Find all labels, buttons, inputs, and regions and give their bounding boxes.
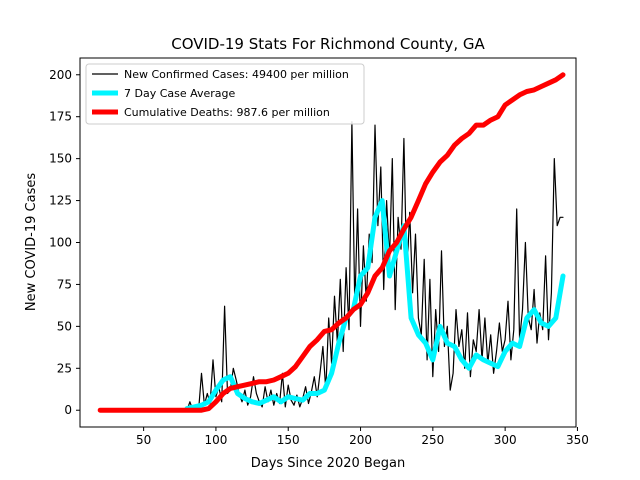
y-tick-label: 75 [57,277,72,291]
y-tick-label: 25 [57,361,72,375]
y-axis-label: New COVID-19 Cases [24,173,39,311]
series-line-1 [184,198,566,412]
y-tick-label: 50 [57,319,72,333]
x-tick-label: 50 [136,433,151,447]
x-tick-label: 100 [204,433,227,447]
plot-area [97,72,566,413]
y-tick-label: 0 [64,403,72,417]
legend-label: 7 Day Case Average [124,87,236,100]
x-tick-label: 250 [421,433,444,447]
x-tick-label: 300 [494,433,517,447]
y-tick-label: 200 [49,68,72,82]
x-axis-label: Days Since 2020 Began [251,456,406,471]
legend-label: Cumulative Deaths: 987.6 per million [124,106,330,119]
x-tick-label: 350 [566,433,589,447]
axis-ticks: 50 100 150 200 250 300 350 0 25 50 75 100 125 150 175 2… [49,68,589,447]
x-tick-label: 150 [277,433,300,447]
x-tick-label: 200 [349,433,372,447]
legend-box [85,63,365,125]
legend-label: New Confirmed Cases: 49400 per million [124,68,349,81]
series-line-2 [97,72,566,413]
y-tick-label: 150 [49,152,72,166]
legend: New Confirmed Cases: 49400 per million 7 … [85,63,365,125]
y-tick-label: 175 [49,110,72,124]
chart-title: COVID-19 Stats For Richmond County, GA [171,35,485,53]
y-tick-label: 125 [49,194,72,208]
y-tick-label: 100 [49,236,72,250]
